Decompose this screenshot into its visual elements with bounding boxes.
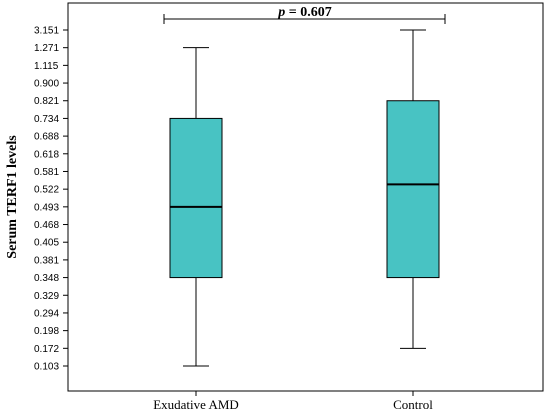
- boxes-group: [169, 29, 440, 367]
- y-tick-label: 0.618: [34, 149, 59, 160]
- box-1: [169, 47, 223, 367]
- y-tick-label: 0.348: [34, 273, 59, 284]
- y-tick-label: 0.522: [34, 185, 59, 196]
- y-tick-label: 0.103: [34, 362, 59, 373]
- y-tick-label: 0.821: [34, 96, 59, 107]
- p-value-annotation: p = 0.607: [163, 5, 446, 24]
- x-category-label: Exudative AMD: [153, 397, 239, 412]
- p-value-value: = 0.607: [285, 5, 331, 20]
- x-category-label: Control: [393, 397, 433, 412]
- y-tick-label: 0.381: [34, 255, 59, 266]
- y-tick-label: 0.468: [34, 220, 59, 231]
- y-tick-label: 0.900: [34, 79, 59, 90]
- box-iqr: [169, 117, 223, 279]
- y-tick-label: 0.405: [34, 238, 59, 249]
- box-iqr: [386, 100, 440, 279]
- y-tick-label: 0.329: [34, 291, 59, 302]
- y-axis-label: Serum TERF1 levels: [5, 135, 20, 259]
- y-tick-label: 0.581: [34, 167, 59, 178]
- y-tick-label: 3.151: [34, 26, 59, 37]
- y-tick-label: 0.688: [34, 132, 59, 143]
- box-2: [386, 29, 440, 349]
- x-axis-labels: Exudative AMD Control: [153, 391, 433, 412]
- plot-frame: [67, 2, 544, 392]
- y-tick-label: 0.493: [34, 202, 59, 213]
- y-tick-label: 0.172: [34, 344, 59, 355]
- y-tick-label: 1.115: [34, 61, 59, 72]
- y-tick-label: 1.271: [34, 43, 59, 54]
- p-value-text: p = 0.607: [277, 5, 331, 20]
- y-tick-label: 0.198: [34, 326, 59, 337]
- p-value-prefix: p: [277, 5, 285, 20]
- y-tick-label: 0.294: [34, 308, 59, 319]
- y-tick-label: 0.734: [34, 114, 59, 125]
- y-axis-ticks: 0.103 0.172 0.198 0.294 0.329 0.348 0.381 0.405…: [34, 26, 68, 373]
